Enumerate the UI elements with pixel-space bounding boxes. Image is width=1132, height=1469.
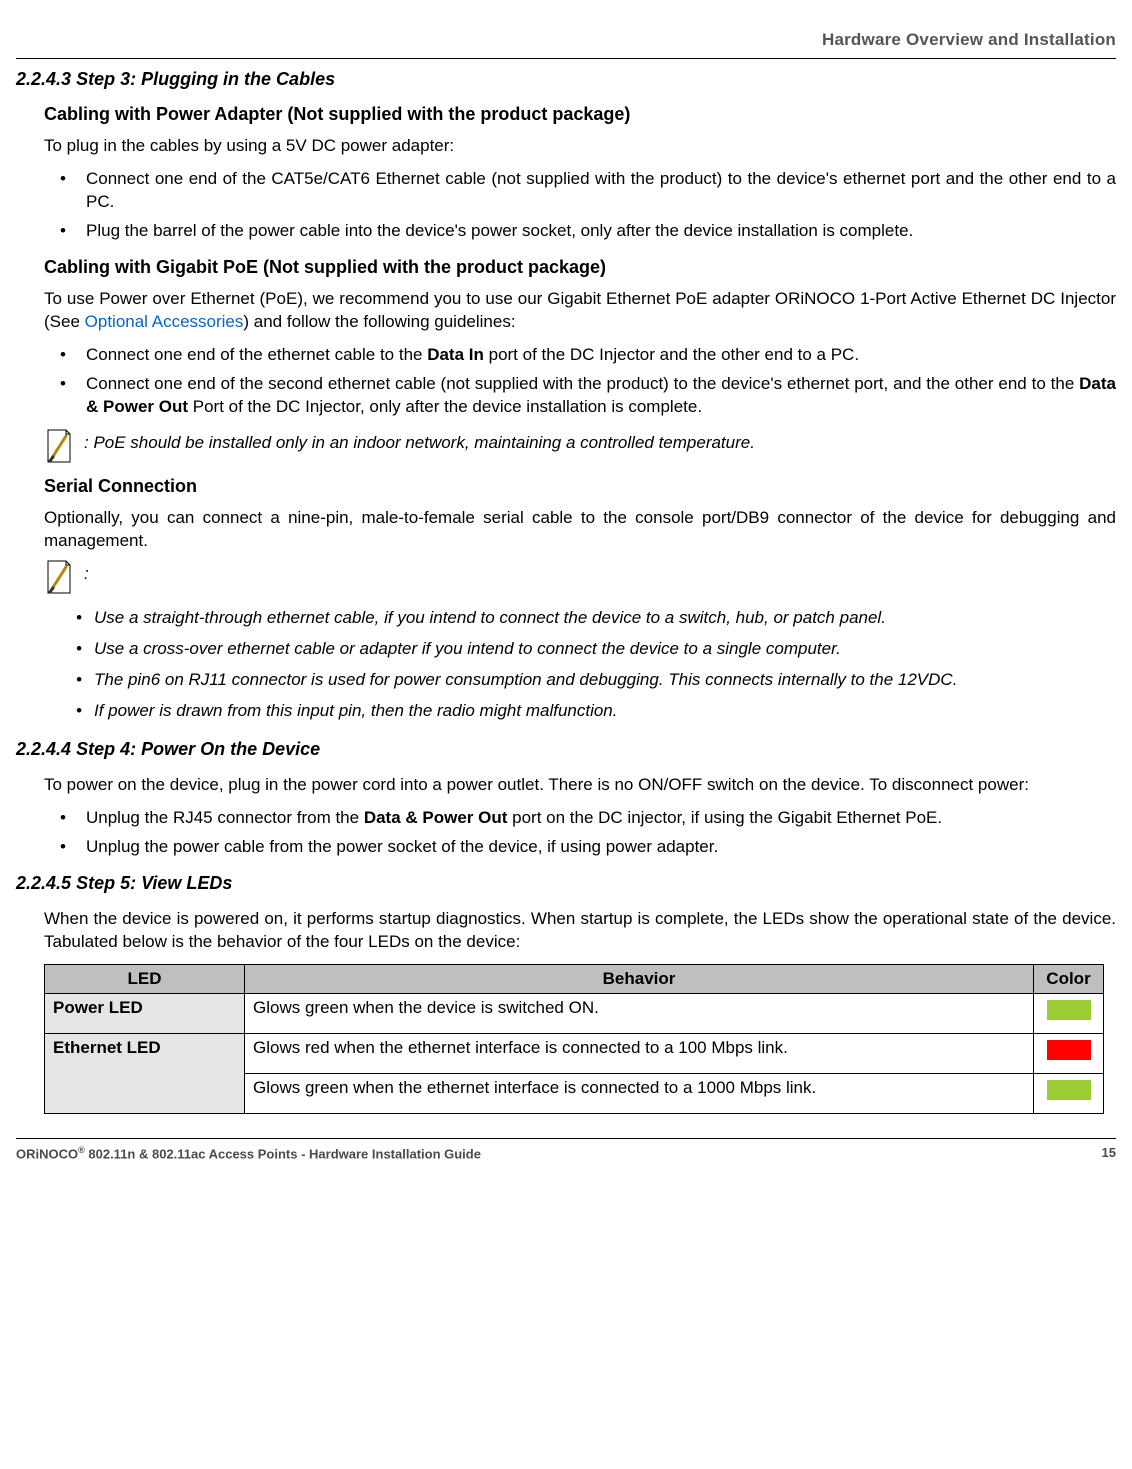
table-row: Ethernet LED Glows red when the ethernet… bbox=[45, 1033, 1104, 1073]
color-swatch bbox=[1047, 1080, 1091, 1100]
section-title: Step 4: Power On the Device bbox=[76, 739, 320, 759]
list-item: If power is drawn from this input pin, t… bbox=[76, 700, 1116, 723]
note-icon bbox=[44, 559, 74, 595]
section-step3-heading: 2.2.4.3 Step 3: Plugging in the Cables bbox=[16, 69, 1116, 90]
color-swatch bbox=[1047, 1000, 1091, 1020]
col-color: Color bbox=[1034, 964, 1104, 993]
intro-serial: Optionally, you can connect a nine-pin, … bbox=[44, 507, 1116, 553]
led-table: LED Behavior Color Power LED Glows green… bbox=[44, 964, 1104, 1114]
intro-power-adapter: To plug in the cables by using a 5V DC p… bbox=[44, 135, 1116, 158]
led-name-cell: Ethernet LED bbox=[45, 1033, 245, 1113]
subhead-serial: Serial Connection bbox=[44, 476, 1116, 497]
note-colon: : bbox=[84, 563, 89, 586]
section-step4-heading: 2.2.4.4 Step 4: Power On the Device bbox=[16, 739, 1116, 760]
page-number: 15 bbox=[1102, 1145, 1116, 1161]
table-header-row: LED Behavior Color bbox=[45, 964, 1104, 993]
behavior-cell: Glows green when the device is switched … bbox=[245, 993, 1034, 1033]
list-item: Unplug the RJ45 connector from the Data … bbox=[60, 807, 1116, 830]
list-item: Connect one end of the CAT5e/CAT6 Ethern… bbox=[60, 168, 1116, 214]
note-list-serial: Use a straight-through ethernet cable, i… bbox=[76, 607, 1116, 723]
list-power-adapter: Connect one end of the CAT5e/CAT6 Ethern… bbox=[60, 168, 1116, 243]
bold-text: Data In bbox=[427, 345, 484, 364]
text: 802.11n & 802.11ac Access Points - Hardw… bbox=[85, 1146, 481, 1161]
list-gigabit-poe: Connect one end of the ethernet cable to… bbox=[60, 344, 1116, 419]
section-step5-heading: 2.2.4.5 Step 5: View LEDs bbox=[16, 873, 1116, 894]
intro-step4: To power on the device, plug in the powe… bbox=[44, 774, 1116, 797]
behavior-cell: Glows red when the ethernet interface is… bbox=[245, 1033, 1034, 1073]
note-poe: : PoE should be installed only in an ind… bbox=[44, 432, 1116, 464]
led-name-cell: Power LED bbox=[45, 993, 245, 1033]
header-rule bbox=[16, 58, 1116, 59]
text: Connect one end of the ethernet cable to… bbox=[86, 345, 427, 364]
footer-rule bbox=[16, 1138, 1116, 1139]
list-item: Connect one end of the second ethernet c… bbox=[60, 373, 1116, 419]
bold-text: Data & Power Out bbox=[364, 808, 508, 827]
text: ) and follow the following guidelines: bbox=[243, 312, 515, 331]
color-cell bbox=[1034, 1073, 1104, 1113]
section-title: Step 5: View LEDs bbox=[76, 873, 232, 893]
section-num: 2.2.4.4 bbox=[16, 739, 71, 759]
list-item: Use a cross-over ethernet cable or adapt… bbox=[76, 638, 1116, 661]
registered-mark: ® bbox=[78, 1145, 85, 1155]
note-serial: : bbox=[44, 563, 1116, 595]
list-item: Plug the barrel of the power cable into … bbox=[60, 220, 1116, 243]
section-title: Step 3: Plugging in the Cables bbox=[76, 69, 335, 89]
color-cell bbox=[1034, 1033, 1104, 1073]
intro-gigabit-poe: To use Power over Ethernet (PoE), we rec… bbox=[44, 288, 1116, 334]
footer-doc-title: ORiNOCO® 802.11n & 802.11ac Access Point… bbox=[16, 1145, 481, 1161]
note-text: : PoE should be installed only in an ind… bbox=[84, 432, 755, 455]
subhead-power-adapter: Cabling with Power Adapter (Not supplied… bbox=[44, 104, 1116, 125]
link-optional-accessories[interactable]: Optional Accessories bbox=[85, 312, 244, 331]
text: Connect one end of the second ethernet c… bbox=[86, 374, 1079, 393]
behavior-cell: Glows green when the ethernet interface … bbox=[245, 1073, 1034, 1113]
section-num: 2.2.4.3 bbox=[16, 69, 71, 89]
text: port on the DC injector, if using the Gi… bbox=[507, 808, 942, 827]
text: port of the DC Injector and the other en… bbox=[484, 345, 859, 364]
list-item: Use a straight-through ethernet cable, i… bbox=[76, 607, 1116, 630]
color-swatch bbox=[1047, 1040, 1091, 1060]
text: ORiNOCO bbox=[16, 1146, 78, 1161]
list-item: Unplug the power cable from the power so… bbox=[60, 836, 1116, 859]
section-num: 2.2.4.5 bbox=[16, 873, 71, 893]
intro-step5: When the device is powered on, it perfor… bbox=[44, 908, 1116, 954]
text: Unplug the RJ45 connector from the bbox=[86, 808, 364, 827]
col-led: LED bbox=[45, 964, 245, 993]
note-icon bbox=[44, 428, 74, 464]
list-item: Connect one end of the ethernet cable to… bbox=[60, 344, 1116, 367]
text: Port of the DC Injector, only after the … bbox=[188, 397, 702, 416]
subhead-gigabit-poe: Cabling with Gigabit PoE (Not supplied w… bbox=[44, 257, 1116, 278]
list-item: The pin6 on RJ11 connector is used for p… bbox=[76, 669, 1116, 692]
color-cell bbox=[1034, 993, 1104, 1033]
col-behavior: Behavior bbox=[245, 964, 1034, 993]
list-step4: Unplug the RJ45 connector from the Data … bbox=[60, 807, 1116, 859]
table-row: Power LED Glows green when the device is… bbox=[45, 993, 1104, 1033]
page-header: Hardware Overview and Installation bbox=[16, 30, 1116, 50]
page-footer: ORiNOCO® 802.11n & 802.11ac Access Point… bbox=[16, 1145, 1116, 1161]
